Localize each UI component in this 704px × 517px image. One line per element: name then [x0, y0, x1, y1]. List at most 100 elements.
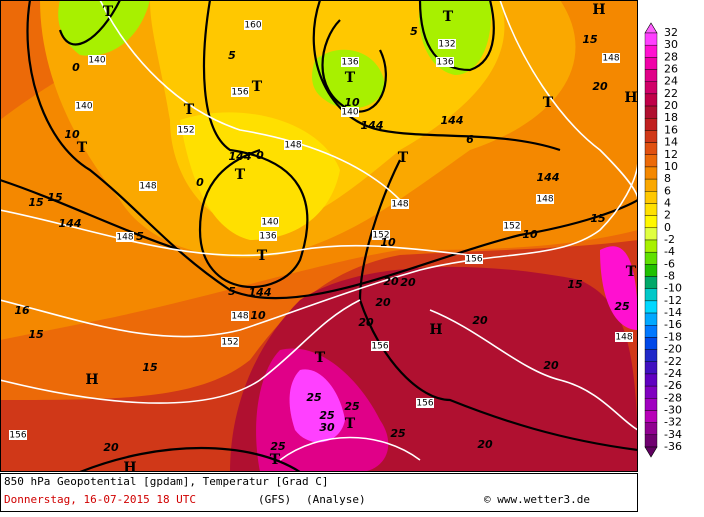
contour-label: 136 [436, 58, 453, 68]
colorbar-label: -16 [664, 318, 682, 331]
contour-label: 156 [416, 399, 433, 409]
colorbar-label: -30 [664, 403, 682, 416]
colorbar-label: -14 [664, 306, 682, 319]
contour-label: 15 [28, 196, 44, 209]
contour-label: 20 [400, 276, 416, 289]
footer-model: (GFS) [258, 493, 291, 506]
pressure-center: H [123, 460, 136, 476]
label-box [436, 57, 454, 67]
contour-label: 140 [88, 56, 105, 66]
contour-label: 152 [177, 126, 194, 136]
colorbar-label: 12 [664, 148, 678, 161]
colorbar-label: -8 [664, 270, 675, 283]
contour-label: 20 [375, 296, 391, 309]
colorbar-band [644, 312, 658, 326]
label-box [231, 87, 249, 97]
contour-label: 148 [116, 233, 133, 243]
colorbar: 32302826242220181614121086420-2-4-6-8-10… [644, 22, 682, 458]
label-box [536, 194, 554, 204]
contour-label: 10 [250, 309, 266, 322]
contour-label: 20 [543, 359, 559, 372]
colorbar-band [644, 325, 658, 338]
contour-label: 15 [590, 212, 606, 225]
pressure-center: T [443, 9, 454, 25]
colorbar-label: 26 [664, 63, 678, 76]
contour-label: 148 [536, 195, 553, 205]
colorbar-label: -20 [664, 343, 682, 356]
pressure-center: T [103, 4, 114, 20]
colorbar-band [644, 373, 658, 387]
colorbar-band [644, 239, 658, 253]
contour-label: 156 [231, 88, 248, 98]
colorbar-bottom [644, 446, 658, 458]
contour-label: 6 [466, 133, 474, 146]
contour-label: 25 [270, 440, 286, 453]
contour-label: 144 [361, 119, 384, 132]
colorbar-band [644, 398, 658, 411]
footer-frame [0, 473, 638, 512]
pressure-center: H [624, 90, 637, 106]
contour-label: 20 [477, 438, 493, 451]
contour-label: 5 [228, 285, 236, 298]
contour-label: 148 [602, 54, 619, 64]
pressure-center: T [345, 70, 356, 86]
colorbar-band [644, 337, 658, 350]
colorbar-band [644, 69, 658, 82]
contour-label: 136 [341, 58, 358, 68]
contour-label: 156 [371, 342, 388, 352]
contour-label: 144 [59, 217, 82, 230]
pressure-center: T [270, 452, 281, 468]
contour-label: 15 [28, 328, 44, 341]
pressure-center: T [235, 167, 246, 183]
colorbar-label: -28 [664, 391, 682, 404]
contour-label: 25 [344, 400, 360, 413]
contour-label: 148 [391, 200, 408, 210]
label-box [465, 254, 483, 264]
colorbar-label: -36 [664, 440, 682, 453]
pressure-center: T [257, 248, 268, 264]
contour-label: 20 [103, 441, 119, 454]
label-box [75, 101, 93, 111]
colorbar-label: -24 [664, 367, 682, 380]
label-box [615, 332, 633, 342]
footer-title: 850 hPa Geopotential [gpdam], Temperatur… [4, 475, 329, 488]
contour-label: 15 [567, 278, 583, 291]
contour-label: 0 [72, 61, 80, 74]
contour-label: 148 [615, 333, 632, 343]
colorbar-band [644, 264, 658, 277]
contour-label: 15 [47, 191, 63, 204]
colorbar-band [644, 422, 658, 436]
colorbar-band [644, 227, 658, 241]
contour-label: 140 [261, 218, 278, 228]
colorbar-band [644, 203, 658, 216]
contour-label: 25 [390, 427, 406, 440]
contour-label: 20 [383, 275, 399, 288]
contour-label: 5 [136, 230, 144, 243]
contour-label: 25 [614, 300, 630, 313]
colorbar-label: 16 [664, 123, 678, 136]
label-box [221, 337, 239, 347]
colorbar-label: -26 [664, 379, 682, 392]
colorbar-label: 28 [664, 50, 678, 63]
pressure-center: H [85, 372, 98, 388]
colorbar-band [644, 288, 658, 302]
label-box [341, 57, 359, 67]
colorbar-label: 30 [664, 38, 678, 51]
contour-label: 25 [319, 409, 335, 422]
colorbar-label: 8 [664, 172, 671, 185]
contour-label: 156 [465, 255, 482, 265]
footer-analysis: (Analyse) [306, 493, 366, 506]
pressure-center: T [315, 350, 326, 366]
colorbar-band [644, 105, 658, 119]
label-box [438, 39, 456, 49]
pressure-center: T [184, 102, 195, 118]
colorbar-label: 24 [664, 75, 678, 88]
colorbar-band [644, 44, 658, 58]
contour-label: 140 [75, 102, 92, 112]
colorbar-band [644, 434, 658, 448]
label-box [371, 341, 389, 351]
contour-label: 136 [259, 232, 276, 242]
contour-label: 160 [244, 21, 261, 31]
